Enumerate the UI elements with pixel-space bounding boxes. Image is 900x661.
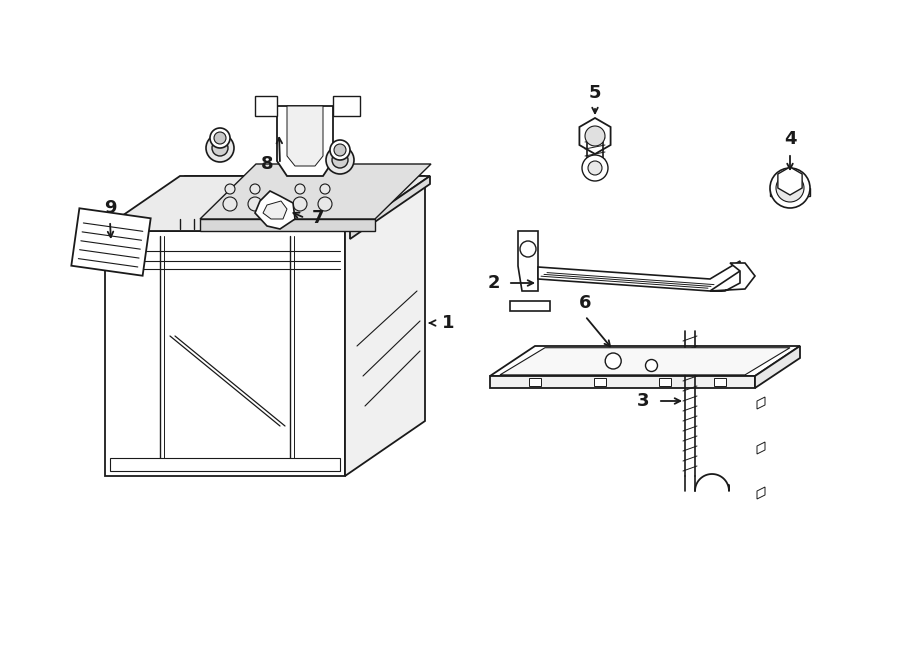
- Circle shape: [645, 360, 658, 371]
- Circle shape: [320, 184, 330, 194]
- Circle shape: [330, 140, 350, 160]
- Polygon shape: [263, 201, 287, 219]
- Circle shape: [206, 134, 234, 162]
- Text: 9: 9: [104, 199, 116, 217]
- Circle shape: [585, 126, 605, 146]
- Circle shape: [214, 132, 226, 144]
- Circle shape: [520, 241, 536, 257]
- Polygon shape: [714, 378, 726, 386]
- Text: 7: 7: [311, 209, 324, 227]
- Circle shape: [582, 155, 608, 181]
- Polygon shape: [200, 219, 375, 231]
- Polygon shape: [255, 96, 277, 116]
- Polygon shape: [255, 191, 295, 229]
- Circle shape: [210, 128, 230, 148]
- Circle shape: [248, 197, 262, 211]
- Text: 4: 4: [784, 130, 796, 148]
- Polygon shape: [490, 376, 755, 388]
- Polygon shape: [105, 176, 425, 231]
- Polygon shape: [200, 164, 431, 219]
- Polygon shape: [659, 378, 671, 386]
- Circle shape: [332, 152, 348, 168]
- Polygon shape: [110, 458, 340, 471]
- Polygon shape: [710, 263, 755, 291]
- Circle shape: [318, 197, 332, 211]
- Polygon shape: [770, 188, 810, 196]
- Polygon shape: [100, 176, 430, 231]
- Circle shape: [605, 353, 621, 369]
- Text: 6: 6: [579, 294, 591, 312]
- Polygon shape: [518, 231, 538, 291]
- Polygon shape: [350, 176, 430, 239]
- Circle shape: [293, 197, 307, 211]
- Circle shape: [295, 184, 305, 194]
- Polygon shape: [105, 231, 345, 476]
- Text: 2: 2: [488, 274, 500, 292]
- Circle shape: [588, 161, 602, 175]
- Polygon shape: [757, 397, 765, 409]
- Circle shape: [326, 146, 354, 174]
- Polygon shape: [755, 346, 800, 388]
- Polygon shape: [538, 261, 740, 291]
- Circle shape: [776, 174, 804, 202]
- Circle shape: [223, 197, 237, 211]
- Circle shape: [770, 168, 810, 208]
- Polygon shape: [277, 106, 333, 176]
- Polygon shape: [529, 378, 541, 386]
- Polygon shape: [287, 106, 323, 166]
- Circle shape: [225, 184, 235, 194]
- Circle shape: [212, 140, 228, 156]
- Polygon shape: [778, 167, 802, 195]
- Circle shape: [250, 184, 260, 194]
- Polygon shape: [757, 487, 765, 499]
- Polygon shape: [490, 346, 800, 376]
- Text: 3: 3: [637, 392, 649, 410]
- Polygon shape: [345, 176, 425, 476]
- Text: 8: 8: [261, 155, 274, 173]
- Polygon shape: [333, 96, 360, 116]
- Polygon shape: [500, 348, 790, 375]
- Circle shape: [334, 144, 346, 156]
- Text: 1: 1: [442, 314, 454, 332]
- Bar: [71, 208, 150, 276]
- Polygon shape: [757, 442, 765, 454]
- Text: 5: 5: [589, 84, 601, 102]
- Polygon shape: [510, 301, 550, 311]
- Polygon shape: [594, 378, 606, 386]
- Polygon shape: [580, 118, 610, 154]
